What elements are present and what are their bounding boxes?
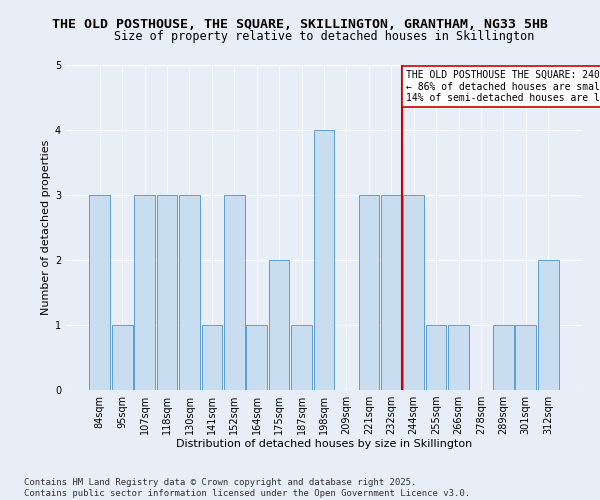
Bar <box>448 325 469 390</box>
Bar <box>538 260 559 390</box>
Bar <box>157 195 178 390</box>
Bar <box>112 325 133 390</box>
Bar <box>493 325 514 390</box>
Bar <box>403 195 424 390</box>
Text: THE OLD POSTHOUSE THE SQUARE: 240sqm
← 86% of detached houses are smaller (30)
1: THE OLD POSTHOUSE THE SQUARE: 240sqm ← 8… <box>406 70 600 103</box>
Bar <box>515 325 536 390</box>
Bar <box>247 325 267 390</box>
Bar <box>291 325 312 390</box>
Bar <box>269 260 289 390</box>
Y-axis label: Number of detached properties: Number of detached properties <box>41 140 51 315</box>
Bar <box>202 325 222 390</box>
Text: THE OLD POSTHOUSE, THE SQUARE, SKILLINGTON, GRANTHAM, NG33 5HB: THE OLD POSTHOUSE, THE SQUARE, SKILLINGT… <box>52 18 548 30</box>
Title: Size of property relative to detached houses in Skillington: Size of property relative to detached ho… <box>114 30 534 43</box>
Bar <box>314 130 334 390</box>
Text: Contains HM Land Registry data © Crown copyright and database right 2025.
Contai: Contains HM Land Registry data © Crown c… <box>24 478 470 498</box>
X-axis label: Distribution of detached houses by size in Skillington: Distribution of detached houses by size … <box>176 438 472 448</box>
Bar <box>179 195 200 390</box>
Bar <box>134 195 155 390</box>
Bar <box>381 195 401 390</box>
Bar <box>359 195 379 390</box>
Bar <box>224 195 245 390</box>
Bar <box>426 325 446 390</box>
Bar <box>89 195 110 390</box>
